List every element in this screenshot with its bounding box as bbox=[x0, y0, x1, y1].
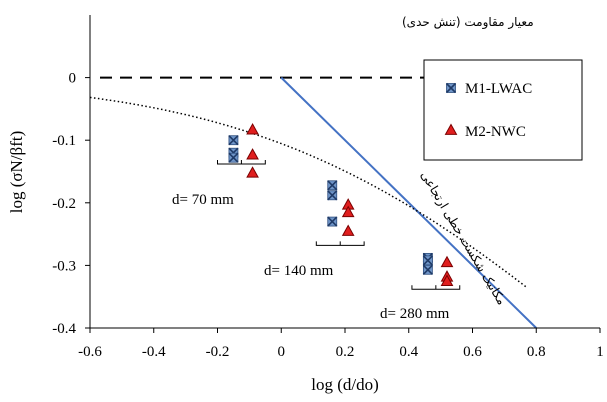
point-m2-nwc bbox=[246, 123, 259, 135]
legend-marker bbox=[445, 82, 457, 94]
point-m1-lwac bbox=[327, 180, 338, 191]
x-tick-label: 0.2 bbox=[336, 344, 355, 360]
marker-cross-b bbox=[228, 152, 239, 163]
x-tick-label: -0.6 bbox=[78, 344, 102, 360]
legend: M1-LWAC M2-NWC bbox=[423, 59, 583, 161]
group-label-70: d= 70 mm bbox=[172, 192, 234, 208]
marker-cross-b bbox=[228, 135, 239, 146]
size-effect-curve bbox=[89, 96, 528, 288]
x-tick-label: 0.4 bbox=[399, 344, 418, 360]
x-axis-title: log (d/do) bbox=[311, 375, 379, 394]
x-tick-label: 1 bbox=[596, 344, 604, 360]
legend-label-m1-lwac: M1-LWAC bbox=[465, 81, 532, 97]
point-m2-nwc bbox=[440, 255, 454, 268]
y-tick-label: 0 bbox=[69, 71, 77, 87]
point-m1-lwac bbox=[228, 152, 239, 163]
legend-symbol-m2-nwc bbox=[444, 123, 458, 135]
y-tick-label: -0.3 bbox=[52, 258, 76, 274]
legend-marker bbox=[444, 123, 458, 135]
point-m1-lwac bbox=[228, 135, 239, 146]
point-m1-lwac bbox=[327, 190, 338, 201]
marker-cross-b bbox=[422, 264, 433, 275]
point-m1-lwac bbox=[327, 216, 338, 227]
point-m1-lwac bbox=[422, 264, 433, 275]
point-m2-nwc bbox=[246, 166, 259, 178]
strength-criterion-label: معیار مقاومت (تنش حدی) bbox=[402, 15, 534, 30]
brackets-layer bbox=[217, 159, 461, 290]
axes-layer: -0.6 -0.4 -0.2 0 0.2 0.4 0.6 0.8 10-0.1-0.2-0.3-… bbox=[52, 15, 604, 360]
y-tick-label: -0.1 bbox=[52, 133, 76, 149]
marker-cross-b bbox=[422, 255, 433, 266]
lefm-label: مکانیک شکست خطی ارتجاعی bbox=[417, 169, 509, 308]
point-m2-nwc bbox=[246, 148, 259, 160]
point-m2-nwc bbox=[341, 224, 355, 236]
point-m1-lwac bbox=[422, 255, 433, 266]
x-tick-label: 0.6 bbox=[463, 344, 482, 360]
legend-box bbox=[423, 59, 583, 161]
group-label-140: d= 140 mm bbox=[264, 263, 334, 279]
point-m2-nwc bbox=[440, 274, 454, 286]
marker-cross-b bbox=[327, 190, 338, 201]
marker-cross-b bbox=[445, 82, 457, 94]
legend-symbol-m1-lwac bbox=[445, 82, 457, 94]
legend-label-m2-nwc: M2-NWC bbox=[465, 124, 526, 140]
marker-cross-b bbox=[327, 216, 338, 227]
point-m2-nwc bbox=[341, 205, 355, 218]
y-tick-label: -0.4 bbox=[52, 321, 76, 337]
x-tick-label: -0.4 bbox=[142, 344, 166, 360]
x-tick-label: 0 bbox=[278, 344, 286, 360]
group-label-280: d= 280 mm bbox=[380, 306, 450, 322]
y-tick-label: -0.2 bbox=[52, 196, 76, 212]
lefm-line bbox=[280, 76, 537, 329]
x-tick-label: 0.8 bbox=[527, 344, 546, 360]
x-tick-label: -0.2 bbox=[206, 344, 230, 360]
marker-cross-b bbox=[327, 180, 338, 191]
markers-layer bbox=[228, 123, 454, 286]
y-axis-title: log (σN/βft) bbox=[7, 131, 26, 214]
